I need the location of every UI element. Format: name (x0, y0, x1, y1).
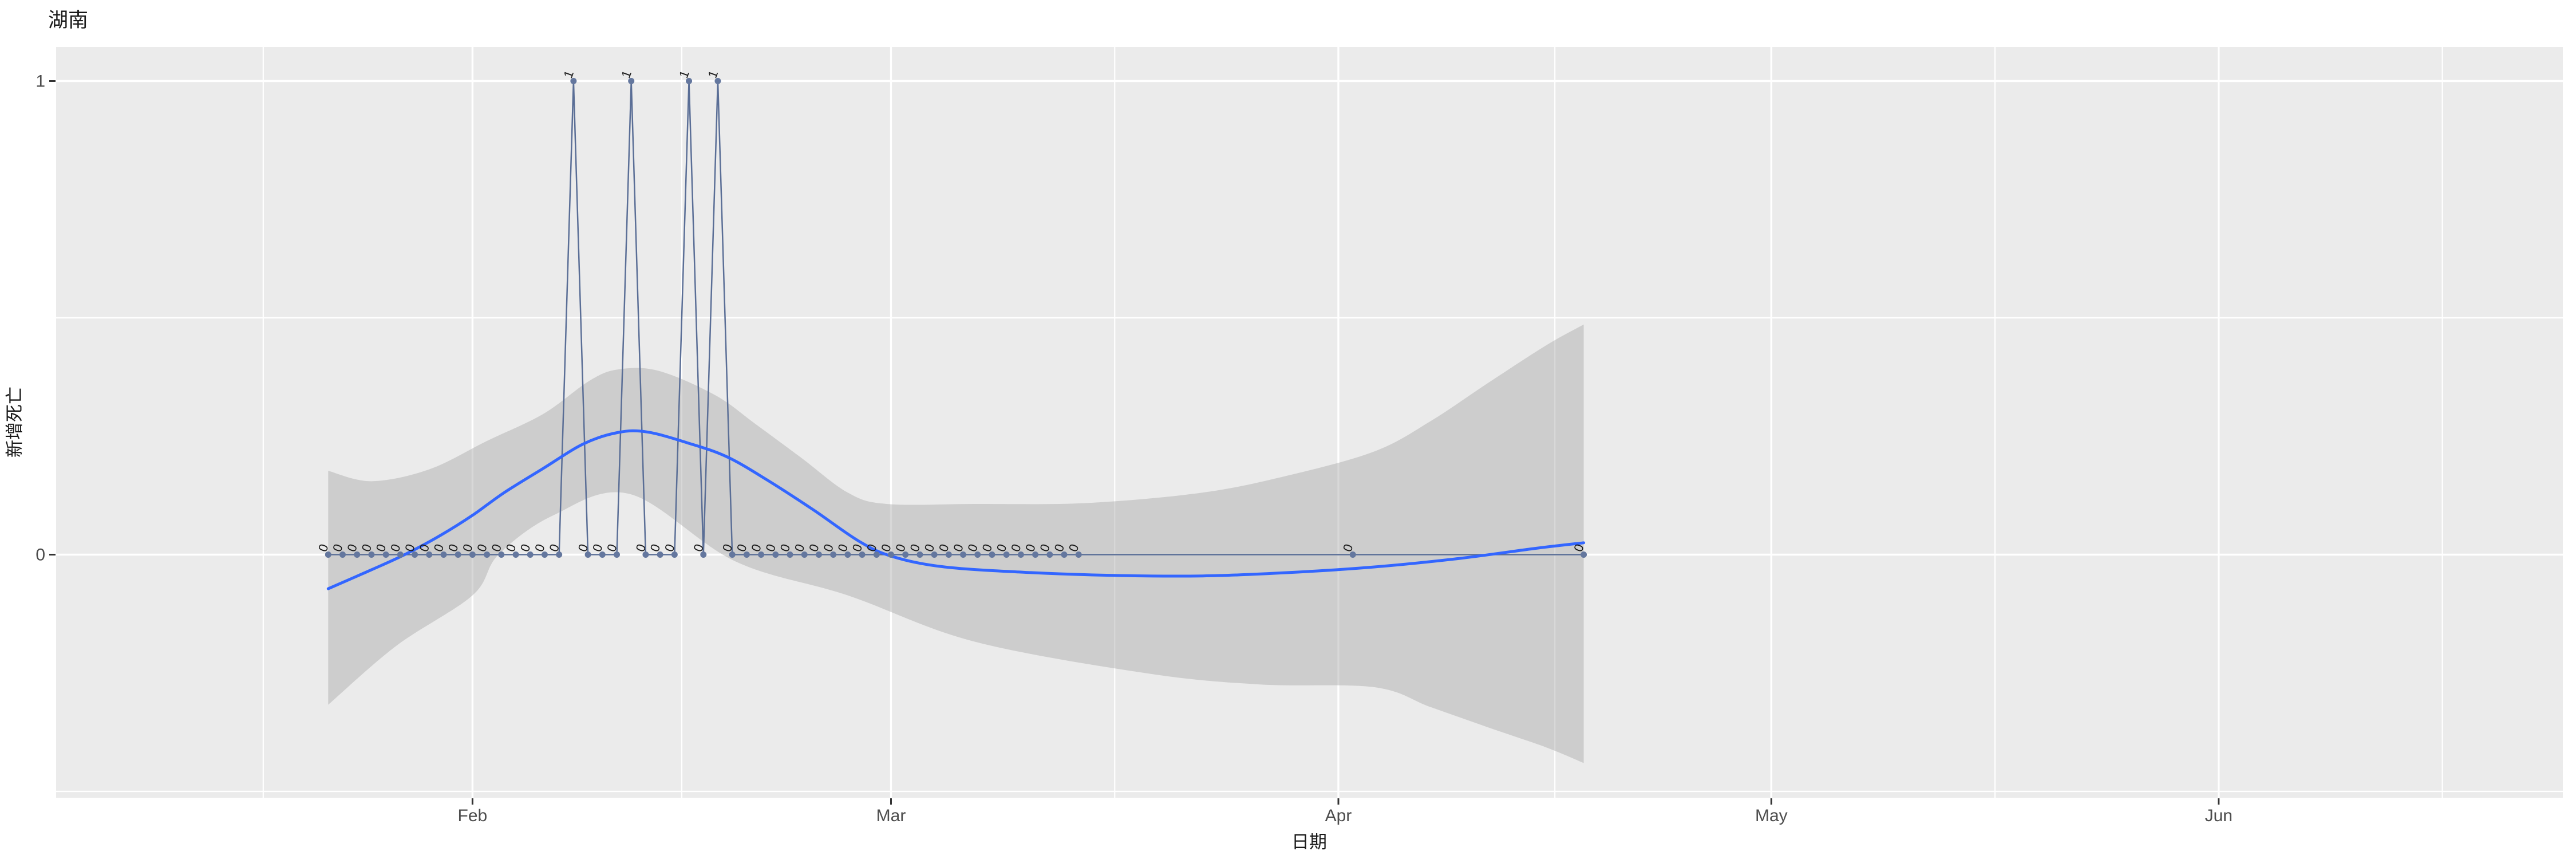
data-point (671, 551, 678, 558)
data-point (772, 551, 779, 558)
data-point (989, 551, 995, 558)
data-point (916, 551, 923, 558)
data-point (642, 551, 649, 558)
x-axis-ticks: Feb Mar Apr May Jun (458, 798, 2233, 825)
data-point (469, 551, 476, 558)
data-point (541, 551, 548, 558)
data-point (1581, 551, 1587, 558)
data-point (584, 551, 591, 558)
x-tick-label: Feb (458, 806, 488, 825)
data-point (1032, 551, 1039, 558)
smooth-trend-line (326, 429, 1586, 590)
data-point (1075, 551, 1082, 558)
data-point (382, 551, 389, 558)
data-point (1046, 551, 1053, 558)
plot-panel (56, 47, 2563, 798)
data-point (455, 551, 461, 558)
y-tick-label: 1 (35, 72, 45, 91)
data-points (325, 78, 1587, 558)
data-point (1017, 551, 1024, 558)
y-axis-ticks: 10 (35, 72, 56, 565)
data-point (1003, 551, 1010, 558)
data-point (614, 551, 620, 558)
x-tick-label: Apr (1325, 806, 1352, 825)
data-point (844, 551, 851, 558)
data-point (628, 78, 635, 84)
data-point (657, 551, 663, 558)
data-point (368, 551, 375, 558)
data-point (484, 551, 491, 558)
data-point (887, 551, 894, 558)
data-point (1061, 551, 1068, 558)
data-point (743, 551, 750, 558)
data-point (599, 551, 606, 558)
data-point (527, 551, 534, 558)
data-point (960, 551, 967, 558)
data-point (815, 551, 822, 558)
data-point (758, 551, 765, 558)
minor-gridlines (56, 47, 2563, 798)
y-axis-title: 新增死亡 (5, 387, 25, 458)
data-point (974, 551, 981, 558)
data-point (498, 551, 505, 558)
data-point (570, 78, 577, 84)
data-point (686, 78, 693, 84)
chart-title: 湖南 (48, 9, 88, 31)
data-point (931, 551, 938, 558)
y-tick-label: 0 (35, 546, 45, 565)
data-point (700, 551, 707, 558)
data-point (902, 551, 909, 558)
data-point (325, 551, 331, 558)
x-tick-label: Jun (2205, 806, 2233, 825)
data-point (945, 551, 952, 558)
data-point (412, 551, 418, 558)
data-point (354, 551, 361, 558)
data-point (787, 551, 793, 558)
data-point (729, 551, 736, 558)
data-point (512, 551, 519, 558)
data-point (859, 551, 866, 558)
data-point (830, 551, 837, 558)
data-point (426, 551, 433, 558)
data-point (397, 551, 404, 558)
data-point (440, 551, 447, 558)
data-point (556, 551, 563, 558)
data-point (801, 551, 808, 558)
data-point (714, 78, 721, 84)
x-axis-title: 日期 (1291, 832, 1327, 852)
x-tick-label: Mar (876, 806, 906, 825)
x-tick-label: May (1755, 806, 1788, 825)
data-point (339, 551, 346, 558)
data-point (1349, 551, 1356, 558)
data-point (873, 551, 880, 558)
